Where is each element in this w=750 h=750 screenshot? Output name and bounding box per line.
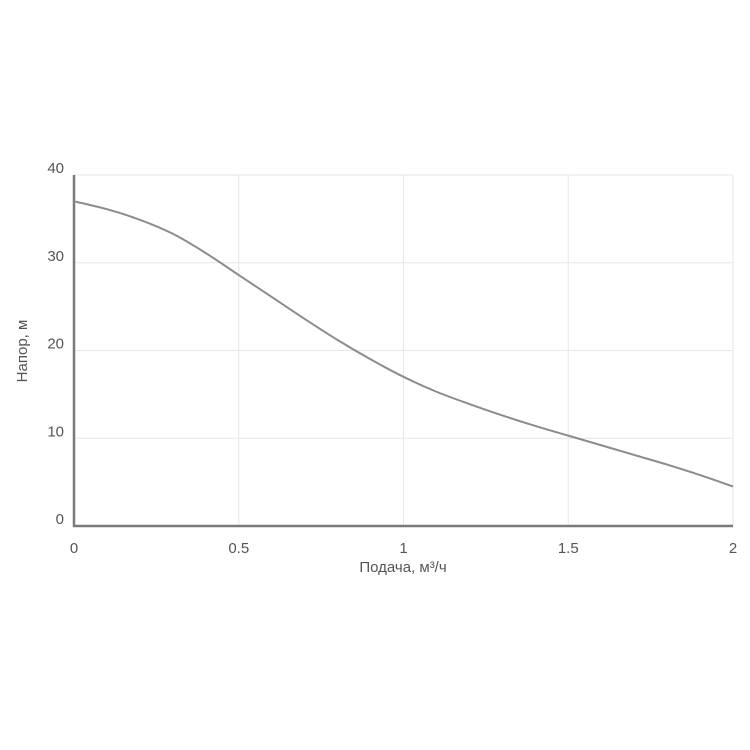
x-axis-title: Подача, м³/ч (359, 559, 446, 576)
x-tick-label: 1.5 (558, 540, 579, 557)
x-tick-label: 1 (399, 540, 407, 557)
axes (72, 175, 733, 528)
x-tick-label: 2 (729, 540, 737, 557)
y-axis-title: Напор, м (14, 320, 31, 383)
x-tick-label: 0.5 (228, 540, 249, 557)
x-tick-label: 0 (70, 540, 78, 557)
y-tick-label: 0 (56, 511, 64, 528)
y-tick-label: 40 (47, 160, 64, 177)
y-tick-label: 20 (47, 336, 64, 353)
y-tick-label: 10 (47, 423, 64, 440)
series-line (73, 200, 734, 488)
series (73, 200, 734, 488)
grid (74, 174, 734, 526)
y-tick-label: 30 (47, 248, 64, 265)
